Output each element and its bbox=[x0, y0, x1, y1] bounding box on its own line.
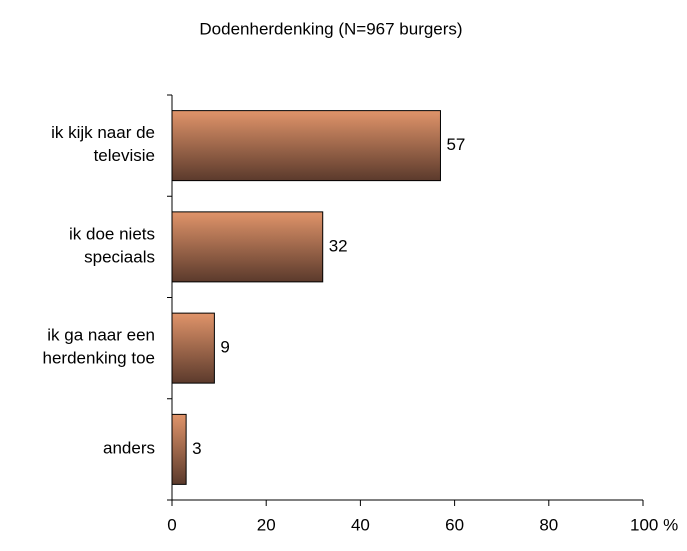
category-label: anders bbox=[103, 439, 155, 458]
x-tick-label: 20 bbox=[257, 515, 276, 534]
value-label: 9 bbox=[220, 338, 229, 357]
bar bbox=[171, 211, 324, 283]
x-tick-label: 60 bbox=[445, 515, 464, 534]
bar bbox=[171, 312, 215, 384]
category-label: ik ga naar een herdenking toe bbox=[43, 326, 155, 368]
bar bbox=[171, 110, 441, 182]
bar bbox=[171, 413, 187, 485]
x-tick-label: 0 bbox=[167, 515, 176, 534]
category-label: ik doe niets speciaals bbox=[69, 225, 155, 267]
value-label: 3 bbox=[192, 439, 201, 458]
category-label: ik kijk naar de televisie bbox=[51, 124, 155, 166]
x-tick-label: 100 % bbox=[630, 515, 678, 534]
x-tick-label: 40 bbox=[351, 515, 370, 534]
value-label: 57 bbox=[446, 135, 465, 154]
x-tick-label: 80 bbox=[539, 515, 558, 534]
chart-title: Dodenherdenking (N=967 burgers) bbox=[199, 19, 462, 38]
value-label: 32 bbox=[329, 236, 348, 255]
